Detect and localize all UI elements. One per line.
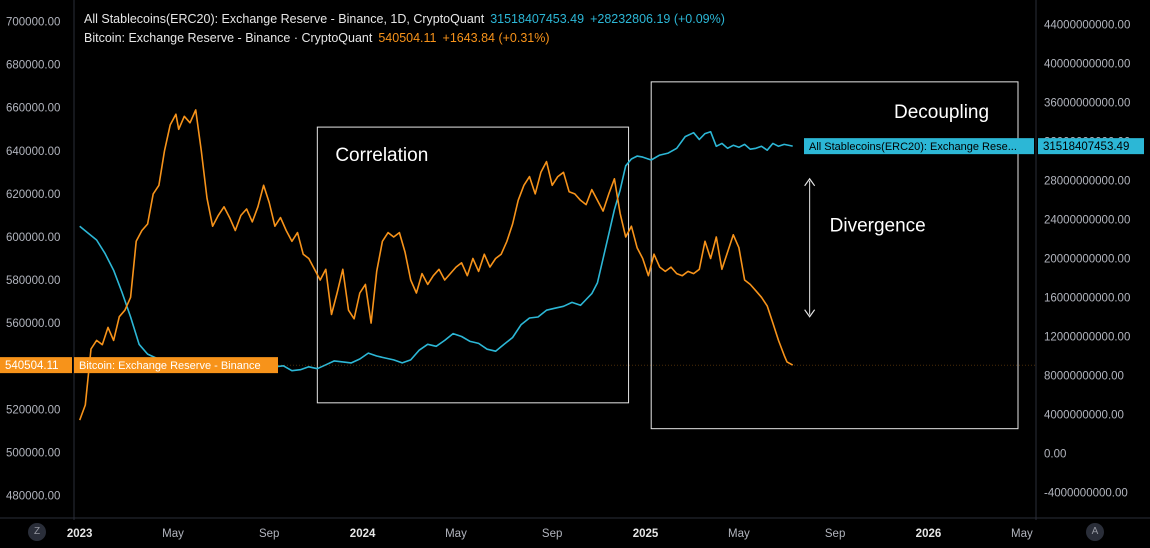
stablecoins-last-value-badge (1038, 138, 1144, 155)
legend-stablecoins: All Stablecoins(ERC20): Exchange Reserve… (84, 12, 725, 26)
correlation-label: Correlation (335, 145, 428, 166)
left-tick-label: 700000.00 (6, 17, 60, 29)
right-tick-label: -4000000000.00 (1044, 488, 1128, 500)
legend-stablecoins-value: 31518407453.49 (490, 12, 585, 26)
right-tick-label: 8000000000.00 (1044, 371, 1124, 383)
x-tick-label: 2024 (350, 528, 376, 540)
right-tick-label: 44000000000.00 (1044, 19, 1130, 31)
legend-stablecoins-change: +28232806.19 (+0.09%) (590, 12, 725, 26)
left-axis: 480000.00500000.00520000.00540000.005600… (6, 17, 60, 503)
right-tick-label: 16000000000.00 (1044, 293, 1130, 305)
legend-stablecoins-name: All Stablecoins(ERC20): Exchange Reserve… (84, 12, 485, 26)
right-tick-label: 36000000000.00 (1044, 97, 1130, 109)
right-tick-label: 28000000000.00 (1044, 175, 1130, 187)
left-scale-button[interactable]: Z (28, 523, 46, 541)
right-tick-label: 24000000000.00 (1044, 214, 1130, 226)
divergence-label: Divergence (830, 216, 926, 237)
right-tick-label: 12000000000.00 (1044, 332, 1130, 344)
legend-bitcoin: Bitcoin: Exchange Reserve - Binance · Cr… (84, 31, 550, 45)
left-tick-label: 680000.00 (6, 60, 60, 72)
right-tick-label: 4000000000.00 (1044, 410, 1124, 422)
x-tick-label: Sep (259, 528, 279, 540)
x-tick-label: May (445, 528, 467, 540)
legend-bitcoin-change: +1643.84 (+0.31%) (442, 31, 550, 45)
left-tick-label: 520000.00 (6, 404, 60, 416)
left-tick-label: 480000.00 (6, 490, 60, 502)
stablecoins-last-value-text: 31518407453.49 (1043, 141, 1129, 153)
left-tick-label: 640000.00 (6, 146, 60, 158)
x-tick-label: May (1011, 528, 1033, 540)
right-tick-label: 40000000000.00 (1044, 58, 1130, 70)
right-tick-label: 0.00 (1044, 449, 1066, 461)
decoupling-label: Decoupling (894, 102, 989, 123)
x-tick-label: Sep (825, 528, 845, 540)
left-tick-label: 500000.00 (6, 447, 60, 459)
bitcoin-last-value-badge (0, 357, 72, 374)
stablecoins-reserve-line (79, 130, 793, 372)
right-scale-button[interactable]: A (1086, 523, 1104, 541)
divergence-arrow-head-bottom (804, 309, 816, 318)
bitcoin-series-name-badge (74, 357, 278, 374)
left-tick-label: 620000.00 (6, 189, 60, 201)
x-tick-label: 2026 (916, 528, 942, 540)
x-axis: 2023 May Sep 2024 May Sep 2025 May Sep 2026 May (67, 528, 1033, 540)
stablecoins-series-name-text: All Stablecoins(ERC20): Exchange Rese... (809, 141, 1017, 153)
x-tick-label: 2025 (633, 528, 659, 540)
region-box-correlation (316, 126, 630, 404)
x-tick-label: May (728, 528, 750, 540)
left-tick-label: 600000.00 (6, 232, 60, 244)
x-tick-label: Sep (542, 528, 562, 540)
right-tick-label: 20000000000.00 (1044, 254, 1130, 266)
bitcoin-series-name-text: Bitcoin: Exchange Reserve - Binance (79, 360, 261, 372)
stablecoins-series-name-badge (804, 138, 1034, 155)
bitcoin-last-value-text: 540504.11 (5, 360, 59, 372)
x-tick-label: May (162, 528, 184, 540)
legend-bitcoin-value: 540504.11 (378, 31, 437, 45)
legend-bitcoin-name: Bitcoin: Exchange Reserve - Binance · Cr… (84, 31, 373, 45)
left-tick-label: 660000.00 (6, 103, 60, 115)
x-tick-label: 2023 (67, 528, 93, 540)
left-tick-label: 580000.00 (6, 275, 60, 287)
right-axis: -4000000000.00 0.00 4000000000.00 800000000… (1044, 19, 1130, 499)
region-box-decoupling (650, 81, 1019, 430)
divergence-arrow-head-top (804, 177, 816, 187)
bitcoin-reserve-line (78, 109, 794, 421)
left-tick-label: 560000.00 (6, 318, 60, 330)
